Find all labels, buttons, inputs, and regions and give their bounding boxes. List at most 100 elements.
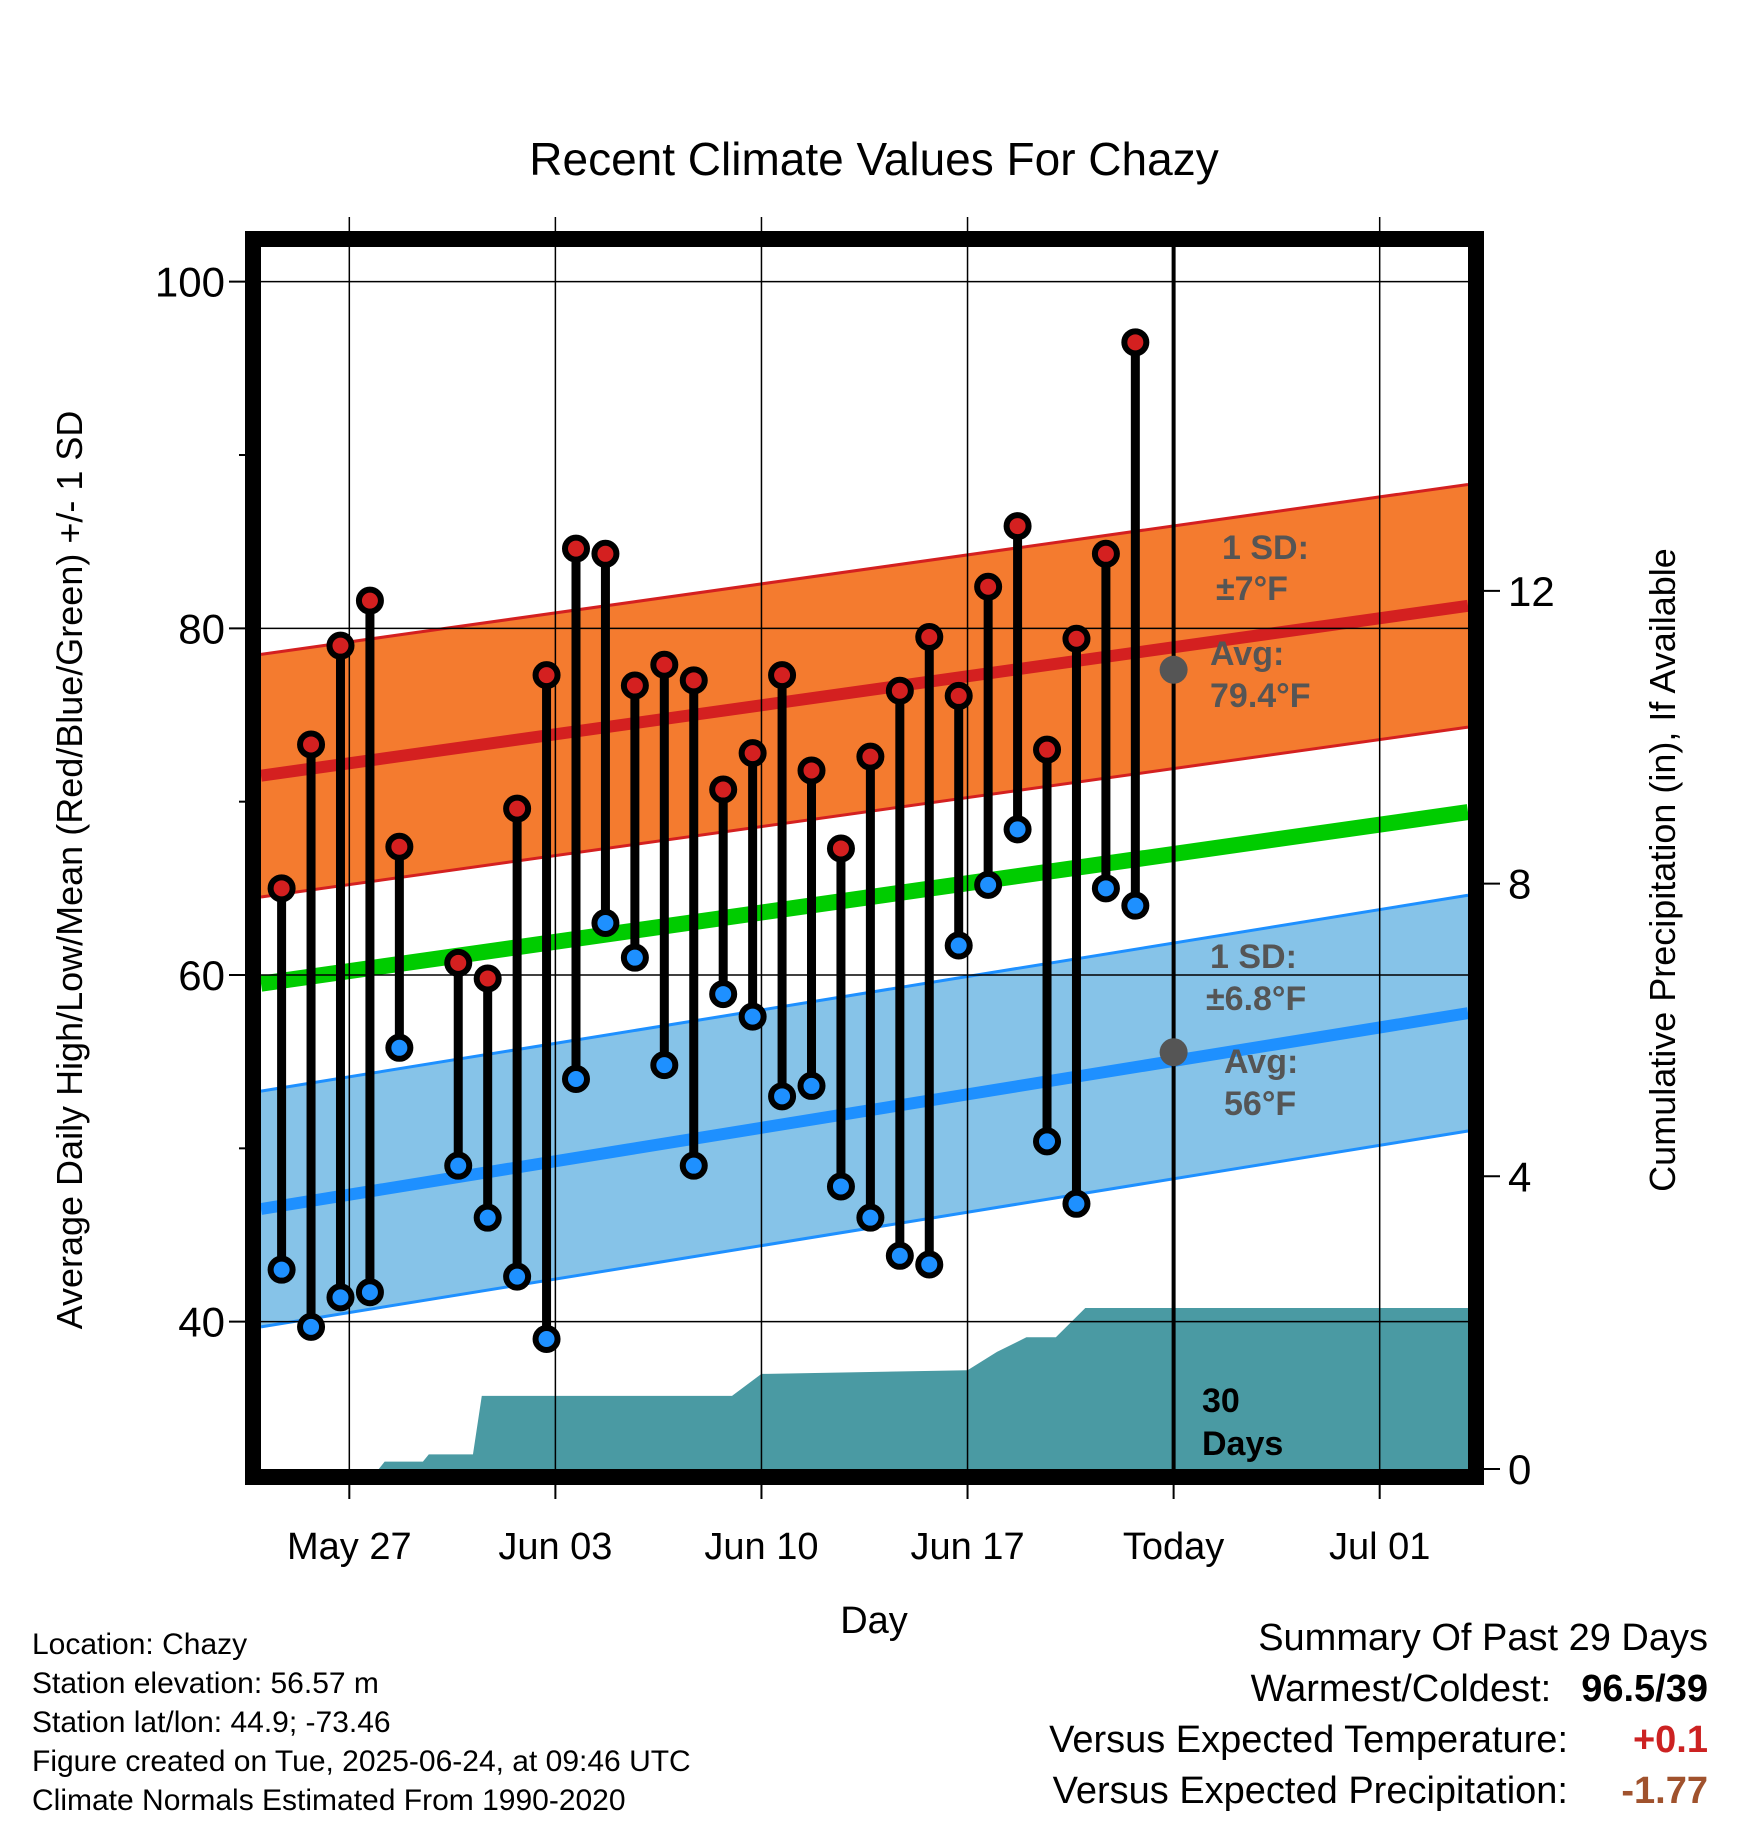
observed-high-point-17 bbox=[797, 756, 826, 785]
annotation-days-number: 30 bbox=[1202, 1382, 1240, 1420]
observed-low-point-15 bbox=[738, 1002, 767, 1031]
x-axis-label: Day bbox=[840, 1600, 908, 1642]
y-tick-label-left: 40 bbox=[178, 1299, 225, 1346]
meta-latlon: Station lat/lon: 44.9; -73.46 bbox=[32, 1706, 391, 1739]
observed-low-point-6 bbox=[473, 1203, 502, 1232]
observed-high-point-2 bbox=[326, 631, 355, 660]
observed-low-point-27 bbox=[1091, 874, 1120, 903]
observed-low-point-9 bbox=[561, 1065, 590, 1093]
observed-low-point-17 bbox=[797, 1071, 826, 1100]
high-band-lower-edge bbox=[260, 725, 1469, 899]
plot-area: 40 60 80 100 0 4 8 12 May 27 Jun 03 Jun 10 Jun 17 To… bbox=[155, 217, 1555, 1568]
summary-heading: Summary Of Past 29 Days bbox=[1258, 1617, 1708, 1659]
observed-low-point-11 bbox=[620, 943, 649, 972]
observed-low-point-24 bbox=[1003, 815, 1032, 844]
normal-high-line bbox=[260, 599, 1469, 782]
observed-high-point-18 bbox=[826, 834, 855, 863]
annotation-high-avg: Avg: 79.4°F bbox=[1210, 635, 1311, 715]
observed-low-point-1 bbox=[297, 1312, 326, 1341]
annotation-days-label: Days bbox=[1202, 1425, 1283, 1463]
observed-low-point-10 bbox=[591, 909, 620, 937]
observed-high-point-26 bbox=[1062, 624, 1091, 653]
annotation-high-avg-label: Avg: bbox=[1210, 635, 1284, 673]
summary-warm-cold-value: 96.5/39 bbox=[1581, 1668, 1708, 1710]
summary-precip-value: -1.77 bbox=[1621, 1770, 1708, 1812]
y-axis-label-right: Cumulative Precipitation (in), If Availa… bbox=[1642, 548, 1683, 1192]
observed-low-point-4 bbox=[385, 1033, 414, 1062]
observed-high-point-6 bbox=[473, 964, 502, 993]
annotation-high-sd-label: 1 SD: bbox=[1222, 529, 1309, 567]
today-low-avg-marker bbox=[1159, 1038, 1188, 1067]
observed-low-point-22 bbox=[944, 931, 973, 960]
observed-low-point-25 bbox=[1033, 1127, 1062, 1156]
meta-created: Figure created on Tue, 2025-06-24, at 09… bbox=[32, 1745, 691, 1778]
annotation-high-avg-value: 79.4°F bbox=[1210, 677, 1311, 715]
observed-low-point-5 bbox=[444, 1151, 473, 1180]
observed-high-point-5 bbox=[444, 948, 473, 977]
observed-low-point-28 bbox=[1121, 891, 1150, 920]
y-tick-label-right: 0 bbox=[1508, 1446, 1531, 1493]
observed-low-point-23 bbox=[974, 870, 1003, 899]
observed-high-point-1 bbox=[297, 730, 326, 759]
observed-high-point-8 bbox=[532, 661, 561, 690]
observed-high-point-21 bbox=[915, 623, 944, 651]
y-tick-label-right: 12 bbox=[1508, 568, 1555, 615]
annotation-low-sd-value: ±6.8°F bbox=[1206, 980, 1306, 1018]
observed-high-point-23 bbox=[974, 572, 1003, 601]
observed-high-point-9 bbox=[561, 534, 590, 563]
observed-high-point-13 bbox=[679, 666, 708, 695]
observed-high-point-11 bbox=[620, 671, 649, 700]
observed-low-point-21 bbox=[915, 1250, 944, 1279]
observed-low-point-3 bbox=[355, 1278, 384, 1307]
x-tick-label: Jun 17 bbox=[910, 1526, 1024, 1568]
observed-low-point-7 bbox=[503, 1262, 532, 1291]
meta-elevation: Station elevation: 56.57 m bbox=[32, 1667, 379, 1700]
y-tick-label-left: 60 bbox=[178, 952, 225, 999]
observed-high-point-14 bbox=[709, 775, 738, 804]
observed-high-point-3 bbox=[355, 586, 384, 615]
observed-high-point-24 bbox=[1003, 512, 1032, 541]
x-tick-label: May 27 bbox=[287, 1526, 412, 1568]
observed-high-point-15 bbox=[738, 739, 767, 768]
y-tick-label-left: 80 bbox=[178, 605, 225, 652]
observed-high-point-12 bbox=[650, 650, 679, 679]
observed-high-point-28 bbox=[1121, 328, 1150, 357]
x-tick-label: Jun 10 bbox=[704, 1526, 818, 1568]
observed-low-point-14 bbox=[709, 980, 738, 1009]
observed-high-point-0 bbox=[267, 874, 296, 903]
plot-frame bbox=[245, 231, 1484, 1485]
today-high-avg-marker bbox=[1159, 655, 1188, 684]
summary-precip: Versus Expected Precipitation: -1.77 bbox=[1053, 1770, 1708, 1813]
observed-low-point-19 bbox=[856, 1203, 885, 1232]
observed-low-point-13 bbox=[679, 1151, 708, 1180]
summary-temp-label: Versus Expected Temperature: bbox=[1049, 1719, 1568, 1761]
x-tick-label: Jul 01 bbox=[1329, 1526, 1430, 1568]
observed-low-point-12 bbox=[650, 1051, 679, 1080]
precip-area bbox=[261, 1308, 1468, 1469]
x-tick-label: Today bbox=[1123, 1526, 1224, 1568]
observed-low-point-26 bbox=[1062, 1189, 1091, 1218]
y-axis-label-left: Average Daily High/Low/Mean (Red/Blue/Gr… bbox=[49, 411, 90, 1330]
annotation-high-sd: 1 SD: ±7°F bbox=[1216, 529, 1309, 608]
annotation-high-sd-value: ±7°F bbox=[1216, 570, 1288, 608]
meta-normals: Climate Normals Estimated From 1990-2020 bbox=[32, 1784, 626, 1817]
observed-low-point-20 bbox=[885, 1241, 914, 1270]
observed-high-point-10 bbox=[591, 539, 620, 568]
summary-warm-cold-label: Warmest/Coldest: bbox=[1250, 1668, 1552, 1710]
observed-high-point-20 bbox=[885, 676, 914, 705]
x-tick-label: Jun 03 bbox=[498, 1526, 612, 1568]
high-band-upper-edge bbox=[260, 482, 1469, 656]
observed-low-point-2 bbox=[326, 1283, 355, 1312]
annotation-low-avg-value: 56°F bbox=[1224, 1085, 1296, 1123]
annotation-low-sd: 1 SD: ±6.8°F bbox=[1206, 938, 1306, 1018]
observed-low-point-18 bbox=[826, 1172, 855, 1201]
annotation-days: 30 Days bbox=[1202, 1382, 1283, 1463]
summary-temp: Versus Expected Temperature: +0.1 bbox=[1049, 1719, 1708, 1762]
meta-location: Location: Chazy bbox=[32, 1628, 248, 1661]
annotation-low-avg-label: Avg: bbox=[1224, 1043, 1298, 1081]
observed-high-point-19 bbox=[856, 742, 885, 771]
summary-warm-cold: Warmest/Coldest: 96.5/39 bbox=[1251, 1668, 1708, 1711]
summary-precip-label: Versus Expected Precipitation: bbox=[1052, 1770, 1568, 1812]
annotation-low-avg: Avg: 56°F bbox=[1224, 1043, 1298, 1123]
